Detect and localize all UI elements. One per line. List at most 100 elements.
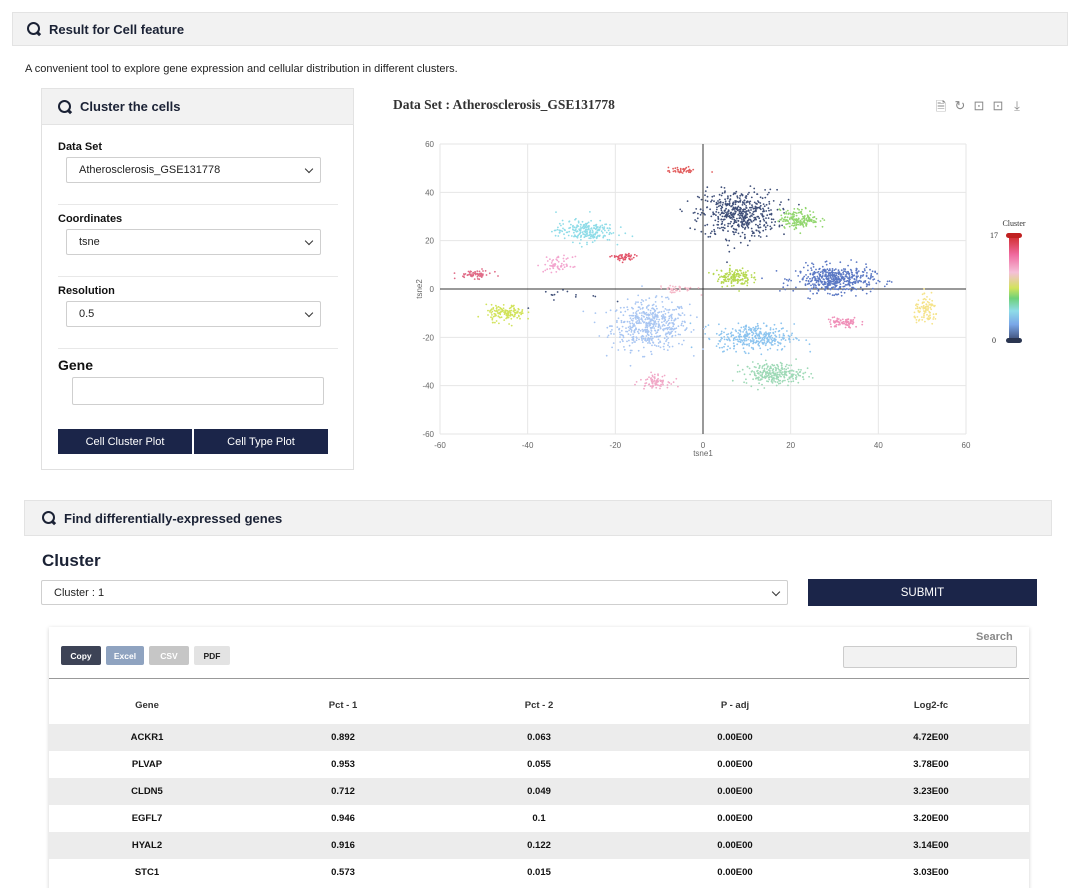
table-cell: 3.23E00 [833,778,1029,805]
scatter-point [733,347,735,350]
scatter-point [629,255,632,258]
table-cell: 0.573 [331,867,355,878]
scatter-point [799,211,802,214]
scatter-point [855,261,858,263]
scatter-point [790,364,793,367]
scatter-point [578,233,581,235]
scatter-point [580,238,582,241]
csv-button[interactable]: CSV [149,646,189,665]
scatter-point [744,273,747,276]
zoom-icon[interactable]: ⊡ [973,98,985,113]
scatter-point [865,283,868,285]
column-header[interactable]: P - adj [720,700,750,711]
scatter-point [620,321,623,324]
column-header[interactable]: Pct - 1 [328,700,358,711]
resolution-select[interactable]: 0.5 [66,301,321,327]
table-search-input[interactable] [843,646,1017,668]
scatter-point [521,309,524,311]
pdf-button[interactable]: PDF [194,646,230,665]
download-icon[interactable]: ⤓ [1014,98,1020,113]
scatter-point [850,320,853,323]
scatter-point [745,271,747,274]
cluster-select[interactable]: Cluster : 1 [41,580,788,605]
scatter-point [649,378,652,380]
scatter-point [739,279,741,282]
coordinates-select[interactable]: tsne [66,229,321,255]
zoom-reset-icon[interactable]: ⊡ [992,98,1004,113]
dataset-select[interactable]: Atherosclerosis_GSE131778 [66,157,321,183]
scatter-point [806,220,809,223]
scatter-point [612,232,615,234]
scatter-point [736,338,739,341]
scatter-point [866,272,868,274]
cell-cluster-plot-button[interactable]: Cell Cluster Plot [58,429,192,454]
scatter-point [610,232,613,235]
scatter-point [745,207,748,209]
scatter-point [731,208,734,211]
scatter-point [772,331,775,334]
scatter-point [748,222,751,224]
scatter-point [809,210,811,213]
scatter-point [629,322,632,325]
cell-type-plot-button[interactable]: Cell Type Plot [194,429,328,454]
scatter-point [878,280,881,283]
gene-input[interactable] [72,377,324,405]
scatter-point [838,279,841,281]
submit-button[interactable]: SUBMIT [808,579,1037,606]
scatter-point [545,256,548,258]
scatter-point [581,220,584,223]
scatter-point [739,206,741,209]
excel-button[interactable]: Excel [106,646,144,665]
scatter-point [721,192,724,195]
scatter-point [550,262,553,264]
scatter-point [740,212,743,215]
scatter-point [783,226,785,228]
scatter-point [751,230,754,233]
column-header[interactable]: Gene [135,700,159,711]
scatter-point [750,346,753,349]
scatter-point [781,362,783,365]
scatter-point [663,374,666,377]
scatter-point [784,339,787,341]
scatter-point [862,281,865,284]
scatter-point [743,282,746,284]
scatter-point [631,336,634,339]
scatter-point [718,201,720,204]
table-cell: 0.00E00 [637,778,833,805]
scatter-point [561,230,564,233]
column-header[interactable]: Log2-fc [913,700,949,711]
scatter-point [732,222,735,225]
scatter-point [722,276,725,278]
scatter-point [782,286,785,289]
data-view-icon[interactable]: 🗎 [935,99,947,114]
y-tick-label: 0 [430,285,435,294]
scatter-point [586,233,588,236]
scatter-point [490,308,493,311]
scatter-point [757,333,760,336]
scatter-point [562,264,565,266]
scatter-point [631,235,634,238]
scatter-point [750,274,753,276]
scatter-point [795,374,797,377]
scatter-point [844,326,847,329]
scatter-point [751,334,754,337]
scatter-point [808,217,810,220]
scatter-point [780,339,783,341]
scatter-point [797,368,800,371]
scatter-point [761,337,764,340]
scatter-point [606,238,609,241]
scatter-point [667,341,670,344]
scatter-point [647,314,650,317]
scatter-point [521,312,524,315]
scatter-point [579,226,582,228]
scatter-point [736,371,739,373]
copy-button[interactable]: Copy [61,646,101,665]
scatter-point [800,369,802,371]
scatter-point [736,280,739,282]
scatter-point [641,337,643,340]
column-header[interactable]: Pct - 2 [524,700,554,711]
restore-icon[interactable]: ↻ [954,98,966,113]
scatter-point [733,278,736,281]
scatter-point [579,236,582,238]
scatter-point [778,371,781,373]
